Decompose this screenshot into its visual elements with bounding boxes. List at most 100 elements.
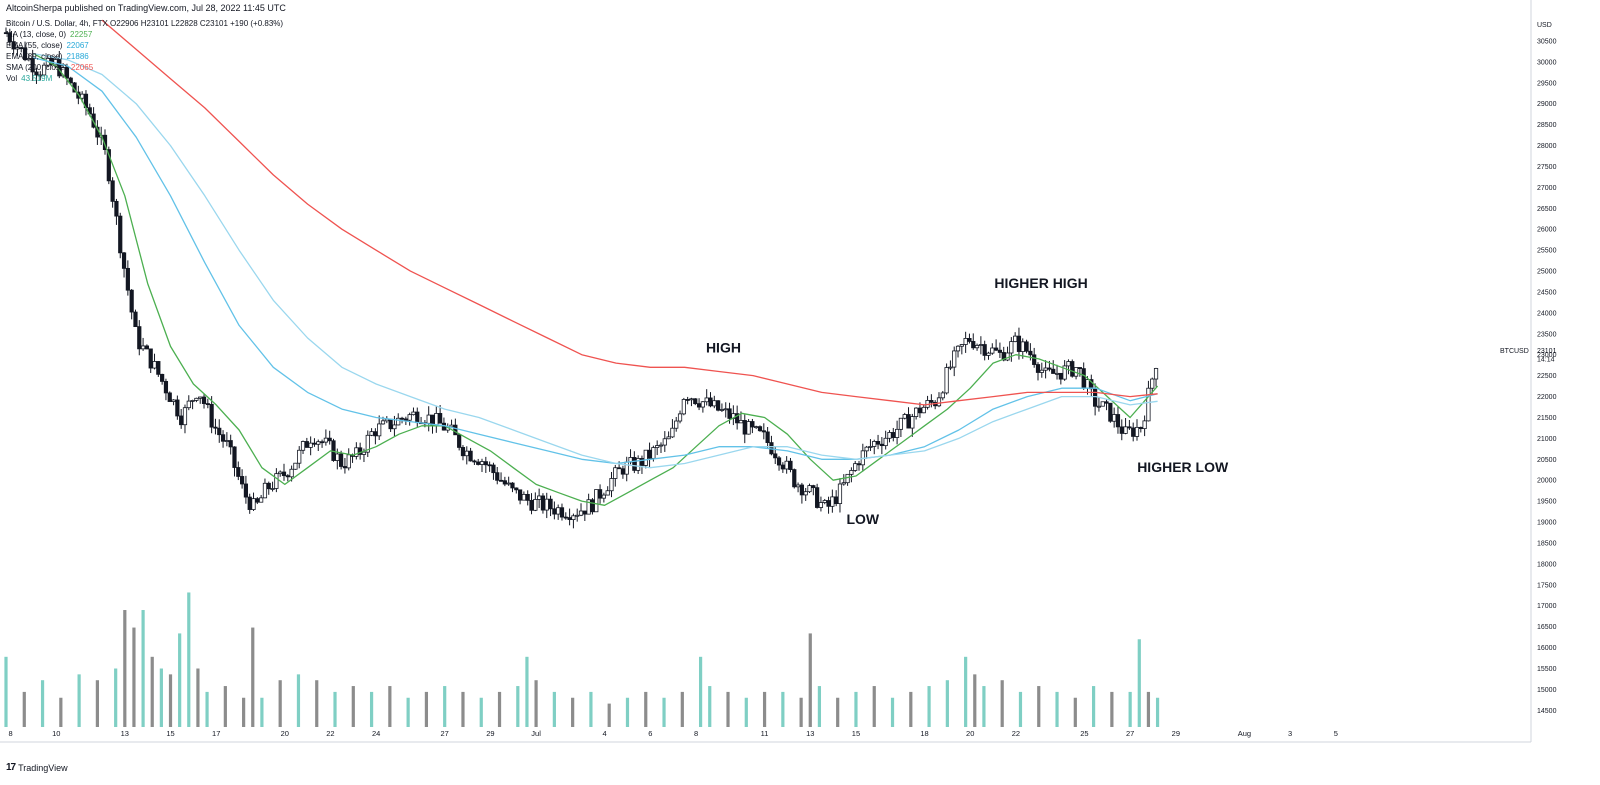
candle-body [834, 496, 839, 505]
time-tick-label: 6 [648, 729, 652, 738]
candle-body [1028, 350, 1033, 356]
candle-body [1138, 426, 1143, 430]
candle-body [285, 475, 290, 478]
candle-body [815, 487, 820, 508]
candle-body [906, 414, 911, 429]
candle-body [952, 350, 957, 368]
candle-body [875, 440, 881, 445]
candle-body [274, 473, 279, 489]
candle-body [487, 464, 492, 467]
candle-body [723, 408, 728, 411]
candle-body [879, 443, 884, 447]
symbol-line[interactable]: Bitcoin / U.S. Dollar, 4h, FTX O22906 H2… [6, 19, 284, 28]
candle-body [255, 498, 260, 503]
candle-body [1112, 414, 1117, 422]
legend-indicator[interactable]: SMA (200, close) 22065 [6, 62, 283, 73]
candle-body [586, 499, 591, 515]
candle-body [856, 463, 862, 466]
candle-body [1085, 379, 1090, 389]
candle-body [685, 399, 690, 401]
candle-body [22, 47, 28, 61]
candle-body [182, 407, 188, 426]
volume-bar [607, 703, 611, 727]
time-tick-label: 27 [441, 729, 449, 738]
candle-body [613, 467, 618, 479]
price-tick-label: 20500 [1537, 457, 1557, 464]
volume-bar [260, 697, 264, 727]
candle-body [597, 489, 603, 499]
candle-body [1058, 372, 1063, 380]
candle-body [15, 47, 20, 50]
volume-bar [726, 691, 730, 727]
candle-body [361, 451, 367, 455]
candle-body [872, 440, 877, 447]
candle-body [34, 71, 39, 76]
volume-bar [973, 674, 977, 727]
annotations: HIGH LOW HIGHER HIGH HIGHER LOW [706, 275, 1229, 527]
volume-bar [516, 686, 520, 727]
candle-body [917, 407, 923, 414]
candle-body [144, 345, 149, 350]
price-axis[interactable]: USD 30500 30000 29500 29000 28500 28000 27500 27… [1500, 0, 1557, 742]
candle-body [761, 430, 766, 433]
price-tick-label: 27500 [1537, 164, 1557, 171]
candle-body [251, 498, 256, 510]
tradingview-logo[interactable]: 17 TradingView [6, 762, 68, 773]
candle-body [464, 450, 469, 457]
candle-body [121, 252, 127, 269]
candle-body [392, 424, 397, 430]
candle-body [830, 496, 835, 507]
candle-body [1032, 354, 1037, 365]
candle-body [849, 470, 854, 475]
volume-bar [1155, 697, 1160, 727]
legend-indicator[interactable]: EMA (55, close) 22067 [6, 40, 283, 51]
candle-body [1062, 365, 1067, 380]
candle-body [1108, 402, 1113, 422]
candle-body [240, 476, 245, 485]
candle-body [929, 400, 934, 403]
candle-body [1020, 341, 1025, 352]
chart-legend: Bitcoin / U.S. Dollar, 4h, FTX O22906 H2… [6, 18, 283, 84]
legend-indicator[interactable]: Vol 43.519M [6, 73, 283, 84]
time-tick-label: 20 [281, 729, 289, 738]
candle-body [426, 414, 431, 424]
candle-body [1051, 368, 1056, 374]
candle-body [30, 58, 35, 73]
candle-body [567, 517, 572, 521]
time-axis[interactable]: 8 10 13 15 17 20 22 24 27 29 Jul 4 6 8 11 13 15 18 20 22 25 2… [0, 729, 1531, 743]
time-tick-label: 8 [694, 729, 698, 738]
volume-bar [1146, 691, 1151, 727]
price-tick-label: 17000 [1537, 603, 1557, 610]
legend-indicator[interactable]: MA (13, close, 0) 22257 [6, 29, 283, 40]
candle-body [1153, 368, 1159, 380]
candle-body [609, 478, 614, 492]
candle-body [994, 347, 999, 351]
candle-body [1081, 368, 1086, 389]
candle-body [754, 426, 759, 429]
candle-body [1115, 414, 1121, 428]
price-axis-unit: USD [1537, 22, 1552, 29]
volume-bar [205, 691, 209, 727]
time-tick-label: Jul [531, 729, 541, 738]
volume-bar [708, 686, 712, 727]
candle-body [666, 436, 671, 440]
candle-body [582, 510, 587, 515]
price-tick-label: 21000 [1537, 436, 1557, 443]
candle-body [506, 482, 511, 485]
volume-bar [1110, 691, 1114, 727]
price-tick-label: 23500 [1537, 331, 1557, 338]
legend-indicator[interactable]: EMA (89, close) 21886 [6, 51, 283, 62]
candle-body [826, 500, 831, 507]
candle-body [605, 490, 610, 496]
candle-body [247, 496, 252, 510]
volume-bar [141, 610, 145, 727]
volume-bar [525, 656, 529, 727]
time-tick-label: 27 [1126, 729, 1134, 738]
candle-body [1009, 341, 1014, 354]
candle-body [209, 403, 214, 428]
candles [3, 27, 1159, 529]
candle-body [262, 482, 268, 499]
candle-body [799, 484, 804, 496]
